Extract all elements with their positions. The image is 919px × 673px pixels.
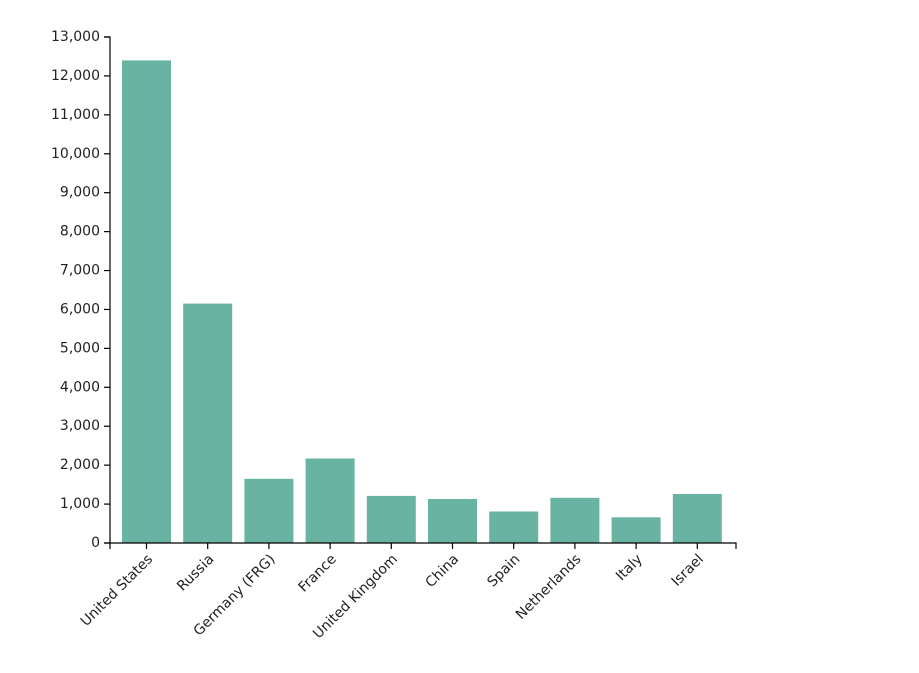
y-axis-line xyxy=(104,36,111,544)
y-tick-label-0: 0 xyxy=(91,535,100,551)
y-tick-label-7: 7,000 xyxy=(60,263,100,279)
bar-0 xyxy=(122,60,171,544)
bar-6 xyxy=(489,511,539,543)
bar-5 xyxy=(428,499,477,543)
x-tick-label-5: China xyxy=(423,551,463,591)
y-tick-label-2: 2,000 xyxy=(60,457,100,473)
x-tick-label-0: United States xyxy=(78,551,156,629)
bars-group xyxy=(122,60,722,544)
x-tick-label-8: Italy xyxy=(613,551,646,584)
y-tick-label-6: 6,000 xyxy=(60,301,100,317)
y-tick-label-9: 9,000 xyxy=(60,185,100,201)
y-tick-label-10: 10,000 xyxy=(51,146,100,162)
y-tick-label-12: 12,000 xyxy=(51,68,100,84)
y-tick-label-1: 1,000 xyxy=(60,496,100,512)
y-tick-label-5: 5,000 xyxy=(60,340,100,356)
y-tick-label-11: 11,000 xyxy=(51,107,100,123)
bar-7 xyxy=(550,497,600,543)
x-tick-label-7: Netherlands xyxy=(513,551,585,623)
y-axis: 0 1,000 2,000 3,000 4,000 5,000 6,000 7,000 8,00… xyxy=(51,29,111,551)
bar-3 xyxy=(305,458,355,543)
x-tick-label-1: Russia xyxy=(174,551,217,594)
bar-4 xyxy=(366,495,416,543)
x-tick-label-9: Israel xyxy=(669,551,707,589)
bar-9 xyxy=(672,494,722,543)
y-tick-label-13: 13,000 xyxy=(51,29,100,45)
y-tick-label-3: 3,000 xyxy=(60,418,100,434)
bar-1 xyxy=(183,303,233,543)
y-tick-label-8: 8,000 xyxy=(60,224,100,240)
x-tick-label-3: France xyxy=(296,551,340,595)
bar-8 xyxy=(611,517,661,543)
x-axis-line xyxy=(109,542,737,549)
x-tick-label-6: Spain xyxy=(484,551,523,590)
y-tick-label-4: 4,000 xyxy=(60,379,100,395)
bar-2 xyxy=(244,478,294,543)
